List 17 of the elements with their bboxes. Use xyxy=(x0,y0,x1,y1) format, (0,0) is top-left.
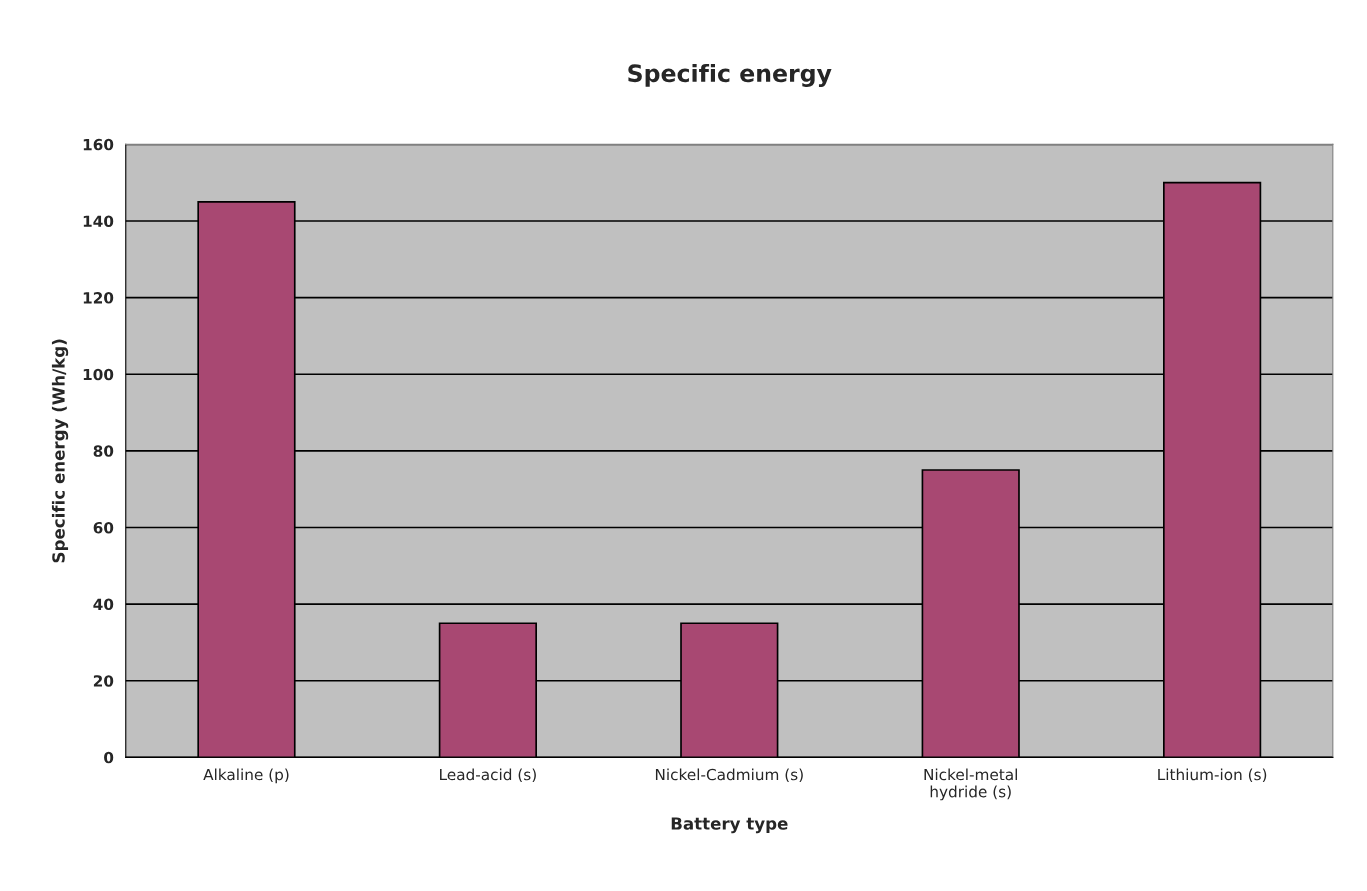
x-tick-label: Lead-acid (s) xyxy=(440,768,536,783)
y-tick-label: 60 xyxy=(93,521,114,534)
x-tick-label: Alkaline (p) xyxy=(203,768,289,784)
y-tick-label: 120 xyxy=(83,292,114,304)
y-tick-label: 140 xyxy=(83,215,114,227)
y-tick-label: 20 xyxy=(93,675,114,687)
x-tick-label: Nickel-Cadmium (s) xyxy=(655,768,803,783)
y-tick-label: 40 xyxy=(93,598,114,611)
y-axis-title: Specific energy (Wh/kg) xyxy=(51,339,69,563)
y-tick-label: 100 xyxy=(83,368,114,381)
y-tick-label: 80 xyxy=(93,445,114,457)
x-tick-label: Lithium-ion (s) xyxy=(1158,768,1267,783)
chart-title: Specific energy xyxy=(628,63,832,87)
x-tick-label: Nickel-metal hydride (s) xyxy=(924,768,1017,801)
y-tick-label: 0 xyxy=(104,751,114,764)
x-axis-title: Battery type xyxy=(671,817,788,834)
y-tick-label: 160 xyxy=(83,138,114,151)
